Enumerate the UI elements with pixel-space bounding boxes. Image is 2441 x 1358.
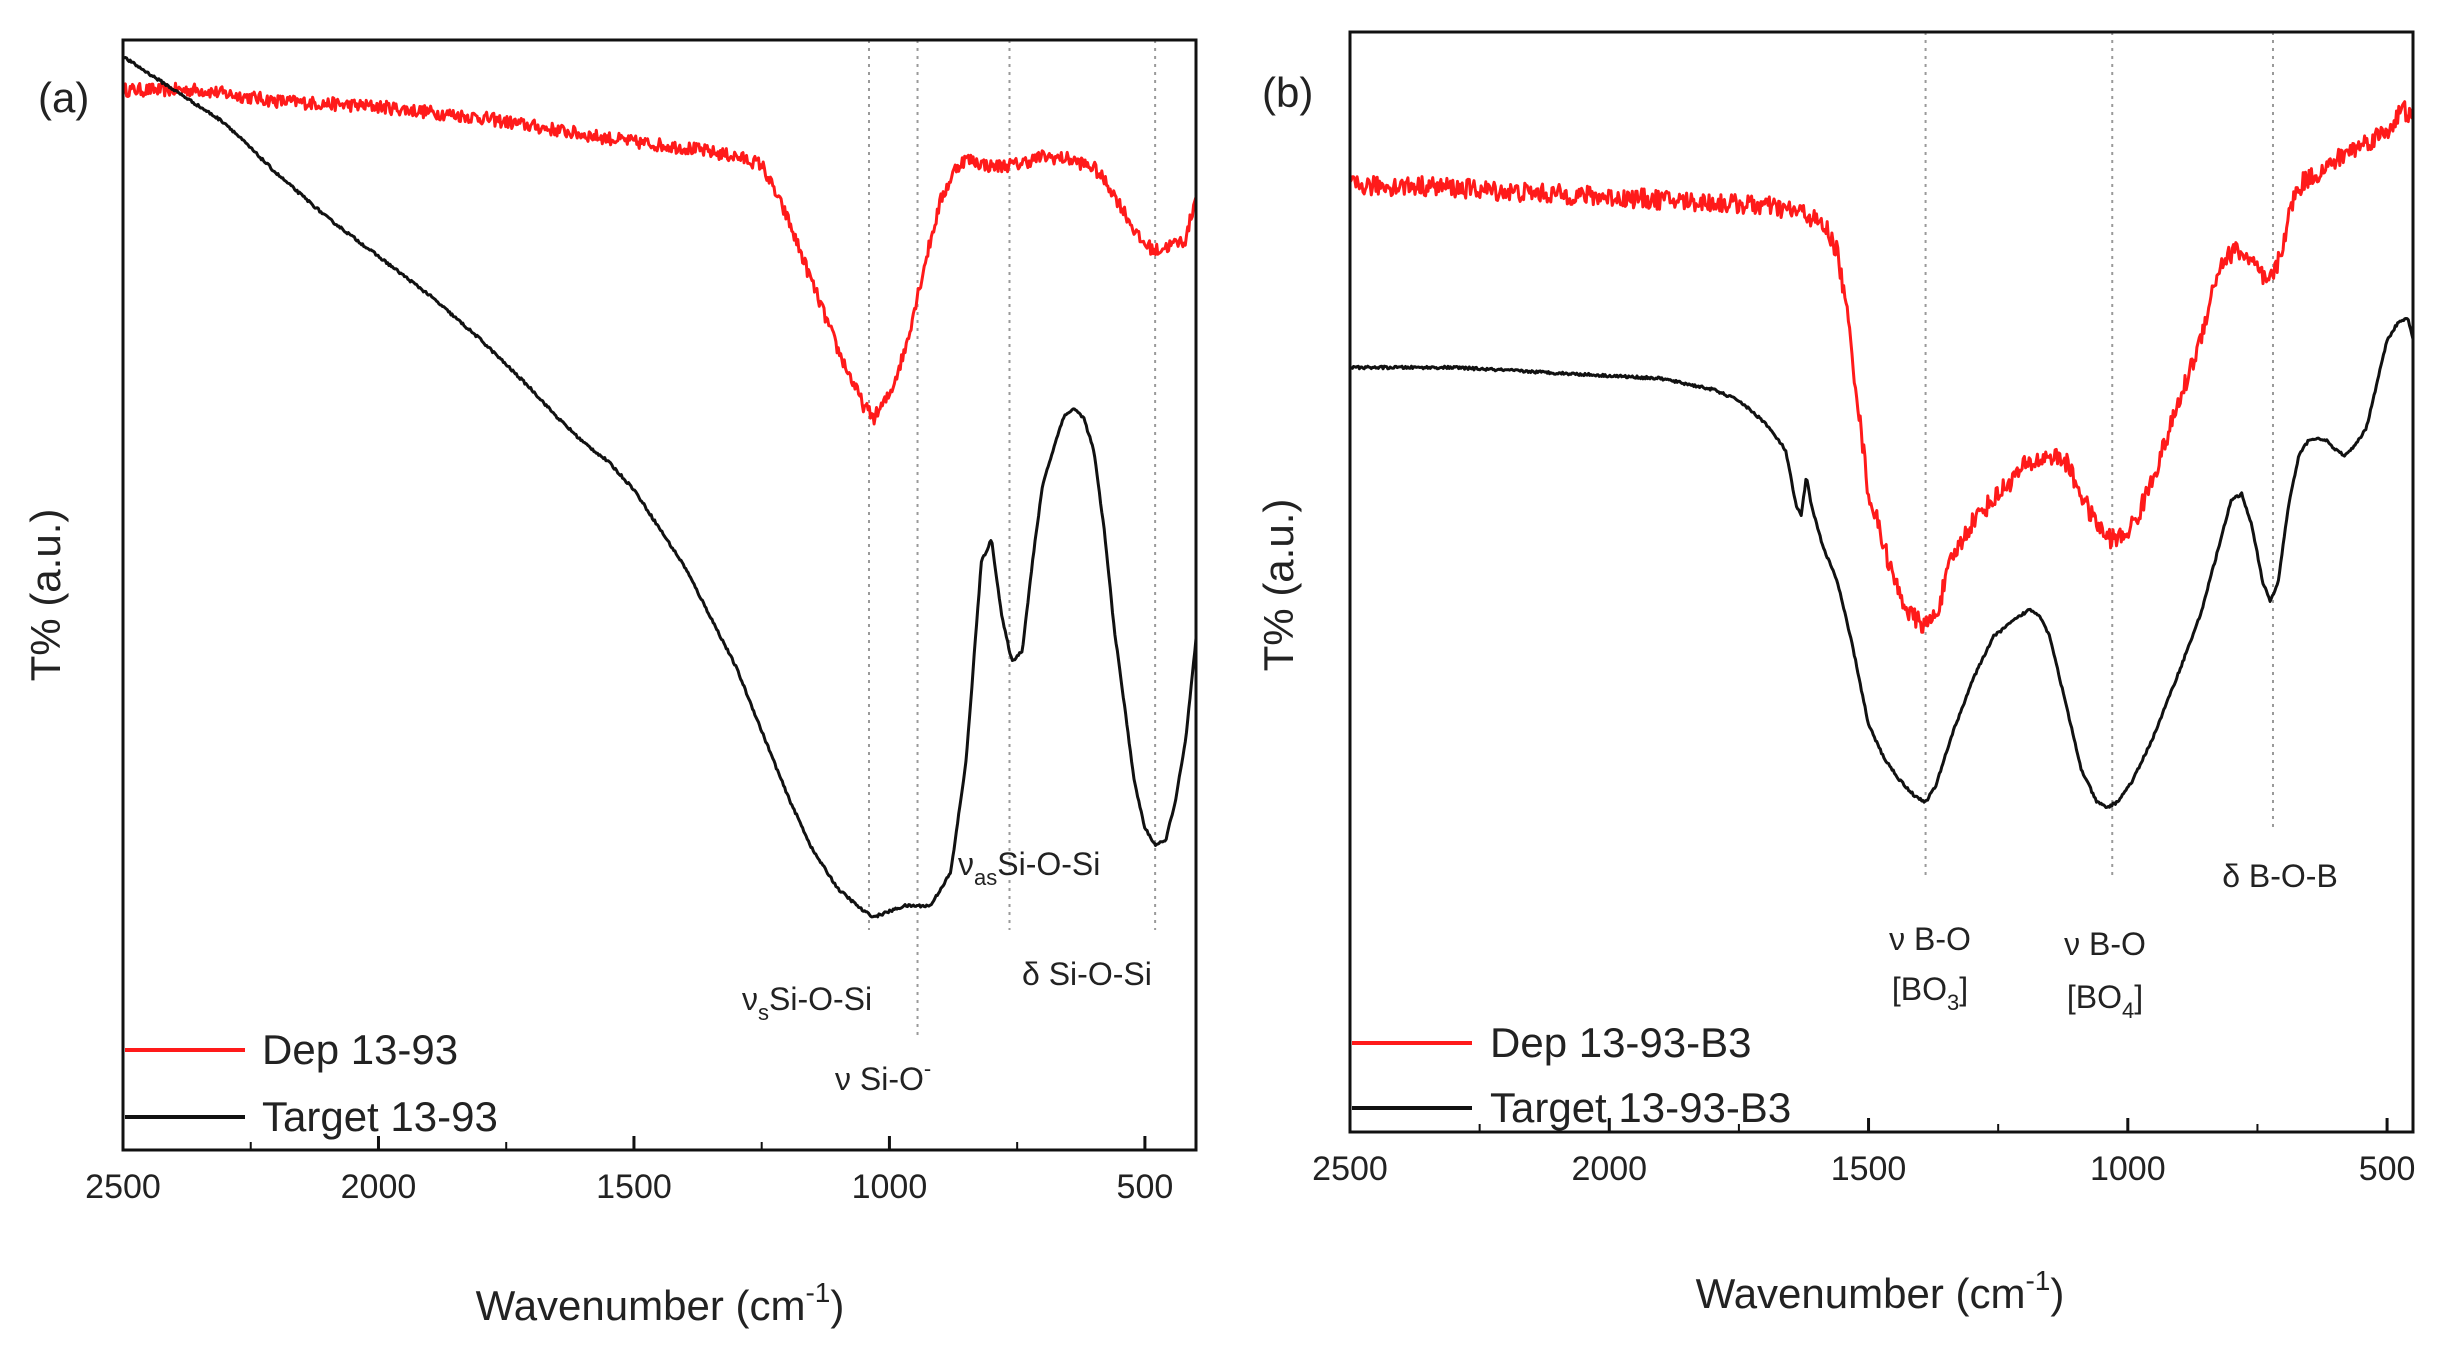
series-line-dep-13-93-b3: [1348, 100, 2415, 634]
x-tick-label: 1000: [2090, 1150, 2166, 1188]
annotation-v-b-o-bo4-line2: [BO4]: [2067, 979, 2143, 1023]
legend-label-target-13-93-b3: Target 13-93-B3: [1490, 1084, 1791, 1131]
panel-a-dashed-markers: [867, 40, 1157, 1040]
x-tick-label: 2000: [1571, 1150, 1647, 1188]
x-tick-label: 1500: [1831, 1150, 1907, 1188]
annotation-delta-b-o-b: δ B-O-B: [2222, 858, 2338, 894]
panel-b-legend: Dep 13-93-B3 Target 13-93-B3: [1352, 1019, 1791, 1131]
x-tick-label: 500: [1117, 1168, 1174, 1206]
annotation-v-b-o-bo3-line1: ν B-O: [1889, 921, 1971, 957]
panel-b-x-axis-label-main: Wavenumber (cm: [1696, 1270, 2026, 1317]
panel-a-x-axis-label-sup: -1: [805, 1277, 830, 1308]
panel-a: 2500 2000 1500 1000 500 (a) T% (a.u.) Wavenu…: [22, 38, 1198, 1329]
panel-b-y-axis-label: T% (a.u.): [1255, 499, 1302, 672]
panel-b-x-axis-label: Wavenumber (cm-1): [1696, 1265, 2065, 1317]
annotation-vas-si-o-si: νasSi-O-Si: [958, 846, 1100, 890]
panel-b-x-axis-label-sup: -1: [2025, 1265, 2050, 1296]
x-tick-label: 2500: [1312, 1150, 1388, 1188]
panel-b: 2500 2000 1500 1000 500 (b) T% (a.u.) Wavenu…: [1255, 30, 2415, 1317]
x-tick-label: 2000: [341, 1168, 417, 1206]
legend-label-dep-13-93-b3: Dep 13-93-B3: [1490, 1019, 1752, 1066]
legend-label-dep-13-93: Dep 13-93: [262, 1026, 458, 1073]
panel-a-frame: [121, 38, 1198, 1152]
annotation-v-si-o: ν Si-O-: [835, 1056, 931, 1097]
panel-b-x-axis-label-end: ): [2050, 1270, 2064, 1317]
panel-a-y-axis-label: T% (a.u.): [22, 509, 69, 682]
panel-b-ticks: 2500 2000 1500 1000 500: [1312, 1118, 2415, 1188]
annotation-v-b-o-bo3-line2: [BO3]: [1892, 971, 1968, 1015]
panel-a-series: [121, 56, 1198, 919]
x-tick-label: 500: [2359, 1150, 2416, 1188]
panel-b-label: (b): [1262, 69, 1313, 116]
panel-a-x-axis-label-main: Wavenumber (cm: [476, 1282, 806, 1329]
panel-a-legend: Dep 13-93 Target 13-93: [125, 1026, 498, 1140]
panel-b-frame: [1348, 30, 2415, 1134]
panel-a-x-axis-label-end: ): [830, 1282, 844, 1329]
series-line-dep-13-93: [121, 81, 1198, 426]
x-tick-label: 1000: [852, 1168, 928, 1206]
panel-a-label: (a): [38, 74, 89, 121]
annotation-delta-si-o-si: δ Si-O-Si: [1022, 956, 1152, 992]
annotation-v-b-o-bo4-line1: ν B-O: [2064, 926, 2146, 962]
series-line-target-13-93: [122, 56, 1198, 919]
panel-a-ticks: 2500 2000 1500 1000 500: [85, 1136, 1173, 1206]
panel-a-x-axis-label: Wavenumber (cm-1): [476, 1277, 845, 1329]
panel-b-series: [1348, 100, 2415, 809]
x-tick-label: 1500: [596, 1168, 672, 1206]
series-line-target-13-93-b3: [1349, 317, 2415, 809]
legend-label-target-13-93: Target 13-93: [262, 1093, 498, 1140]
panel-b-dashed-markers: [1924, 32, 2274, 880]
annotation-vs-si-o-si: νsSi-O-Si: [742, 981, 872, 1025]
x-tick-label: 2500: [85, 1168, 161, 1206]
